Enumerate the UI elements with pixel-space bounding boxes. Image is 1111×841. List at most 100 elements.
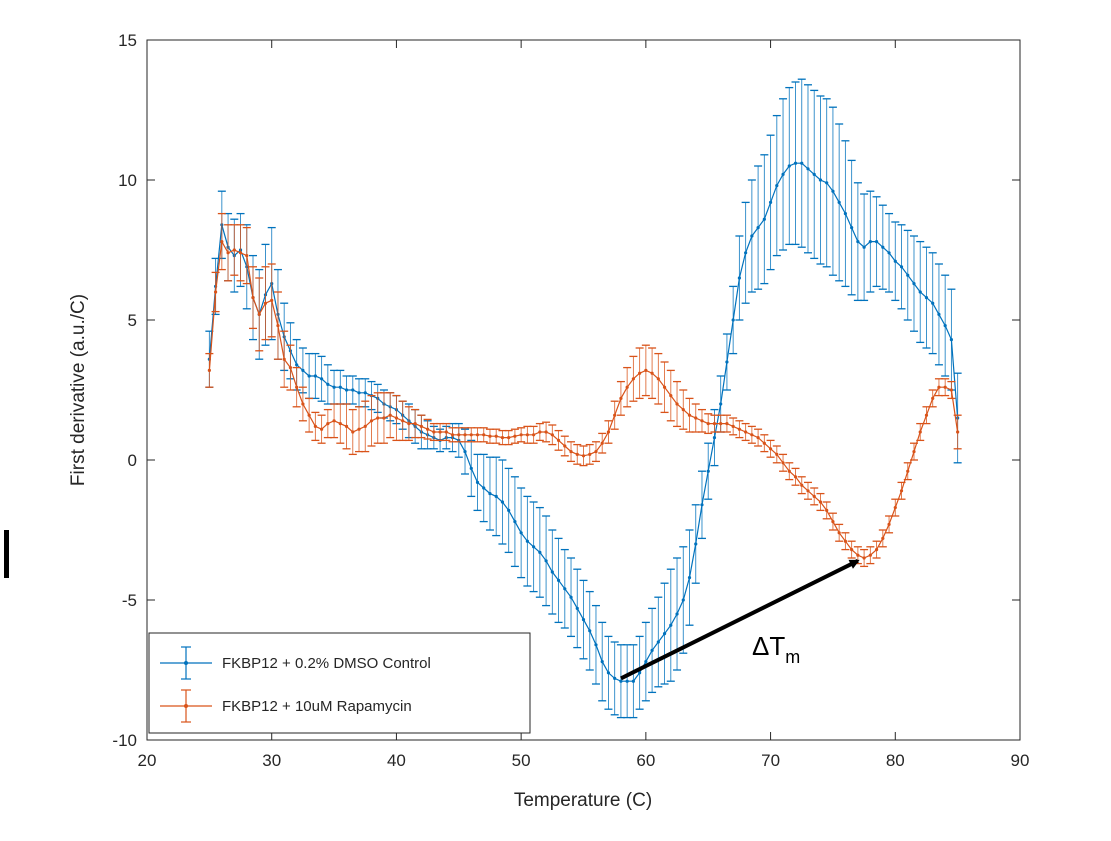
data-point [837,200,841,204]
data-point [906,469,910,473]
data-point [320,427,324,431]
data-point [949,388,954,392]
data-point [313,374,317,378]
data-point [719,402,723,406]
data-point [694,416,698,420]
data-point [313,424,317,428]
data-point [588,452,592,456]
data-point [288,366,293,370]
legend-entry-rapamycin: FKBP12 + 10uM Rapamycin [160,689,412,723]
data-point [775,452,779,456]
data-point [687,413,692,417]
data-point [800,483,804,487]
data-point [868,553,872,557]
data-point [899,489,904,493]
delta-tm-annotation: ΔTm [620,559,860,681]
data-point [419,424,423,428]
data-point [924,413,929,417]
data-point [856,240,860,244]
data-point [712,436,717,440]
data-point [768,447,773,451]
data-point [787,164,791,168]
data-point [226,251,230,255]
data-point [513,520,517,524]
data-point [862,245,866,249]
data-point [556,578,561,583]
data-point [276,324,280,328]
data-point [924,296,929,300]
data-point [544,559,548,563]
data-point [488,492,492,496]
data-point [631,377,635,381]
x-tick-label: 60 [636,751,655,770]
data-point [831,189,835,193]
data-point [750,433,754,437]
x-axis-title: Temperature (C) [514,790,652,811]
data-point [513,434,517,438]
data-point [700,419,704,423]
data-point [500,500,505,504]
data-point [220,240,224,244]
data-point [270,298,274,302]
data-point [812,172,816,176]
data-point [606,430,611,434]
data-point [800,161,804,165]
data-point [781,172,785,176]
data-point [363,424,367,428]
delta-tm-label: ΔTm [752,631,800,667]
data-point [213,290,218,294]
data-point [207,368,211,372]
data-point [307,413,311,417]
data-point [712,422,717,426]
data-point [918,290,922,294]
data-point [338,385,342,389]
data-point [494,434,498,438]
x-tick-label: 70 [761,751,780,770]
data-point [600,660,604,664]
data-point [681,598,685,602]
data-point [931,396,935,400]
data-point [282,357,286,361]
data-point [687,576,692,580]
data-point [475,480,480,484]
data-point [575,452,579,456]
data-point [756,226,760,230]
data-point [532,545,536,549]
data-point [338,422,342,426]
data-point [320,377,324,381]
data-point [631,679,635,683]
data-point [762,441,766,445]
data-point [775,184,779,188]
data-point [837,531,841,535]
data-point [588,629,592,633]
data-point [856,553,860,557]
data-point [843,539,848,543]
data-point [525,433,529,437]
y-tick-label: 10 [118,171,137,190]
data-point [931,301,935,305]
legend-entry-dmso: FKBP12 + 0.2% DMSO Control [160,646,431,680]
data-point [831,520,835,524]
data-point [382,416,386,420]
data-point [656,377,660,381]
data-point [263,301,268,305]
data-point [544,430,548,434]
data-point [731,424,735,428]
legend-marker-rapamycin [184,704,188,708]
legend-label-dmso: FKBP12 + 0.2% DMSO Control [222,655,431,672]
data-point [426,427,430,431]
data-point [301,402,305,406]
data-point [351,430,355,434]
data-point [818,178,823,182]
data-point [638,671,642,675]
data-point [850,226,854,230]
data-point [295,385,299,389]
data-point [569,450,573,454]
data-point [681,408,685,412]
data-point [606,671,611,675]
data-point [344,424,349,428]
data-point [326,422,330,426]
data-point [694,542,698,546]
data-point [737,276,741,280]
